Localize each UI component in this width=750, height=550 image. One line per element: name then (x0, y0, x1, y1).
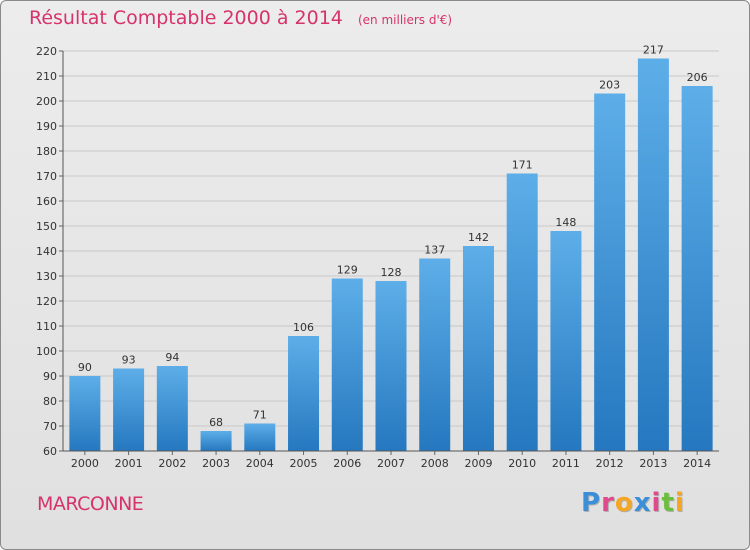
y-tick-label: 220 (36, 45, 57, 58)
data-label: 106 (293, 321, 314, 334)
y-tick-label: 210 (36, 70, 57, 83)
y-tick-label: 80 (43, 395, 57, 408)
data-label: 128 (381, 266, 402, 279)
bar (681, 86, 713, 451)
x-tick-label: 2014 (683, 457, 711, 470)
y-tick-label: 180 (36, 145, 57, 158)
bar (331, 278, 363, 451)
x-tick-label: 2007 (377, 457, 405, 470)
y-axis-ticks: 60 70 80 90 100 110 120 130 140 150 160 170 180 190 20… (36, 45, 63, 458)
proxiti-logo: Proxiti (581, 488, 685, 518)
y-tick-label: 100 (36, 345, 57, 358)
x-tick-label: 2009 (464, 457, 492, 470)
axes (62, 51, 719, 452)
x-tick-label: 2010 (508, 457, 536, 470)
data-label: 71 (253, 409, 267, 422)
data-label: 90 (78, 361, 92, 374)
data-label: 93 (122, 354, 136, 367)
data-label: 203 (599, 79, 620, 92)
bar (419, 258, 451, 451)
y-tick-label: 150 (36, 220, 57, 233)
y-tick-label: 110 (36, 320, 57, 333)
bar (113, 368, 145, 451)
x-tick-label: 2002 (158, 457, 186, 470)
y-tick-label: 130 (36, 270, 57, 283)
data-label: 94 (165, 351, 179, 364)
data-label: 206 (687, 71, 708, 84)
y-tick-label: 60 (43, 445, 57, 458)
data-label: 142 (468, 231, 489, 244)
bars (69, 58, 713, 451)
data-label: 148 (555, 216, 576, 229)
data-label: 137 (424, 244, 445, 257)
x-axis-ticks: 2000 2001 2002 2003 2004 2005 2006 2007 2008 2009… (71, 451, 711, 470)
bar (200, 431, 232, 451)
y-tick-label: 200 (36, 95, 57, 108)
x-tick-label: 2000 (71, 457, 99, 470)
chart-title-block: Résultat Comptable 2000 à 2014 (en milli… (29, 7, 452, 29)
x-tick-label: 2011 (552, 457, 580, 470)
y-tick-label: 140 (36, 245, 57, 258)
x-tick-label: 2013 (639, 457, 667, 470)
x-tick-label: 2004 (246, 457, 274, 470)
data-labels: 90 93 94 68 71 106 129 128 137 142 171 148 203 217 206 (78, 44, 708, 430)
bar (244, 423, 276, 451)
bar (506, 173, 538, 451)
bar (156, 366, 188, 451)
x-tick-label: 2005 (290, 457, 318, 470)
bar (550, 231, 582, 451)
data-label: 171 (512, 159, 533, 172)
x-tick-label: 2008 (421, 457, 449, 470)
y-tick-label: 90 (43, 370, 57, 383)
y-tick-label: 120 (36, 295, 57, 308)
bar-chart: 90 93 94 68 71 106 129 128 137 142 171 148 203 217 206… (36, 44, 719, 470)
bar (288, 336, 320, 451)
x-tick-label: 2006 (333, 457, 361, 470)
bar (69, 376, 101, 451)
bar (462, 246, 494, 451)
bar (637, 58, 669, 451)
commune-name: MARCONNE (37, 493, 144, 515)
data-label: 217 (643, 44, 664, 57)
y-tick-label: 160 (36, 195, 57, 208)
data-label: 68 (209, 416, 223, 429)
y-tick-label: 70 (43, 420, 57, 433)
x-tick-label: 2012 (596, 457, 624, 470)
data-label: 129 (337, 264, 358, 277)
chart-title: Résultat Comptable 2000 à 2014 (29, 7, 343, 29)
y-tick-label: 170 (36, 170, 57, 183)
chart-unit: (en milliers d'€) (357, 13, 453, 27)
bar (375, 281, 407, 451)
x-tick-label: 2001 (115, 457, 143, 470)
x-tick-label: 2003 (202, 457, 230, 470)
y-tick-label: 190 (36, 120, 57, 133)
bar (594, 93, 626, 451)
